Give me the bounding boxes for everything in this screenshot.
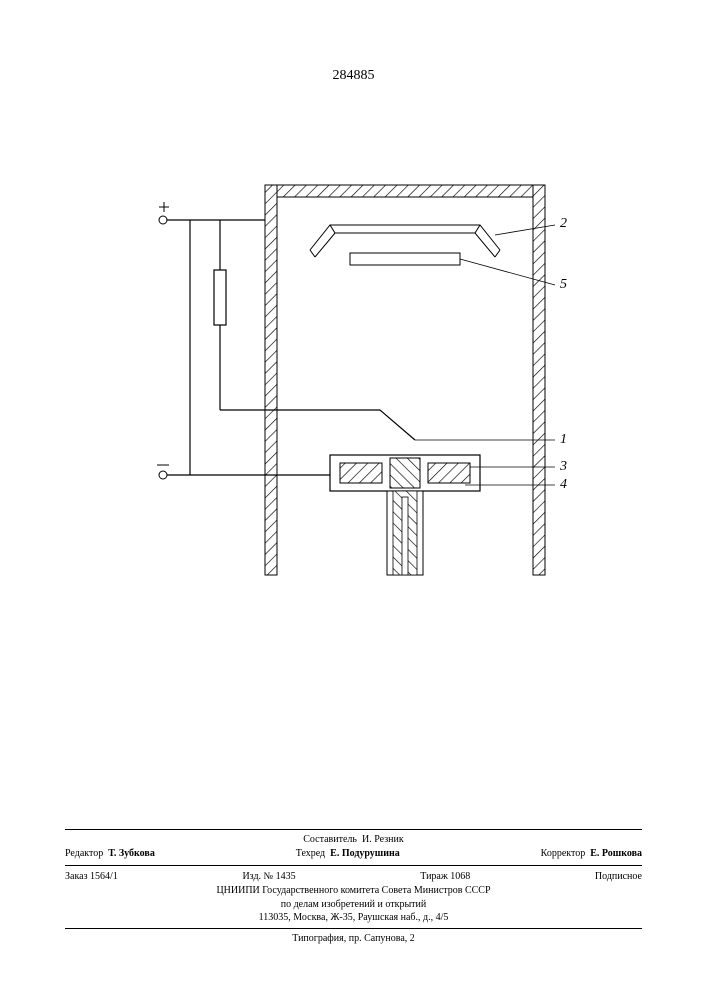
page-number: 284885 — [0, 68, 707, 84]
compiler-label: Составитель — [303, 834, 357, 845]
printer: Типография, пр. Сапунова, 2 — [65, 932, 642, 946]
tirazh: Тираж 1068 — [420, 870, 470, 884]
label-4: 4 — [560, 477, 567, 493]
order: Заказ 1564/1 — [65, 870, 118, 884]
techred-name: Е. Подурушина — [330, 848, 400, 859]
imprint-footer: Составитель И. Резник Редактор Т. Зубков… — [65, 826, 642, 946]
label-2: 2 — [560, 216, 567, 232]
label-5: 5 — [560, 277, 567, 293]
org-line3: 113035, Москва, Ж-35, Раушская наб., д.,… — [65, 911, 642, 925]
izd: Изд. № 1435 — [242, 870, 295, 884]
corrector-label: Корректор — [541, 848, 586, 859]
corrector-name: Е. Рошкова — [590, 848, 642, 859]
compiler-name: И. Резник — [362, 834, 404, 845]
org-line1: ЦНИИПИ Государственного комитета Совета … — [65, 884, 642, 898]
org-line2: по делам изобретений и открытий — [65, 898, 642, 912]
plate-5 — [350, 253, 460, 265]
label-1: 1 — [560, 432, 567, 448]
label-3: 3 — [560, 459, 567, 475]
schematic-diagram: 2 5 1 3 4 — [135, 175, 575, 595]
editor-name: Т. Зубкова — [108, 848, 155, 859]
editor-label: Редактор — [65, 848, 103, 859]
subscription: Подписное — [595, 870, 642, 884]
cathode-assembly — [330, 410, 555, 575]
electrode-2 — [310, 225, 500, 257]
techred-label: Техред — [296, 848, 325, 859]
